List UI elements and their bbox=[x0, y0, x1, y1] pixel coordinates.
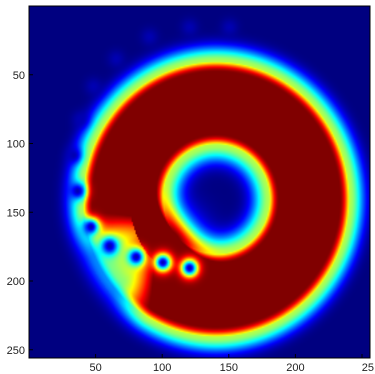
heatmap-plot-area bbox=[29, 6, 370, 358]
y-tick-label: 100 bbox=[7, 139, 25, 151]
y-tick-label: 150 bbox=[7, 207, 25, 219]
y-tick-label: 200 bbox=[7, 276, 25, 288]
x-tick-label: 100 bbox=[153, 362, 171, 374]
x-tick-label: 25 bbox=[362, 362, 374, 374]
y-tick-label: 50 bbox=[13, 70, 25, 82]
x-tick-label: 50 bbox=[89, 362, 101, 374]
y-tick-label: 250 bbox=[7, 345, 25, 357]
plot-frame bbox=[28, 5, 371, 359]
x-tick-label: 150 bbox=[220, 362, 238, 374]
x-tick-label: 200 bbox=[286, 362, 304, 374]
